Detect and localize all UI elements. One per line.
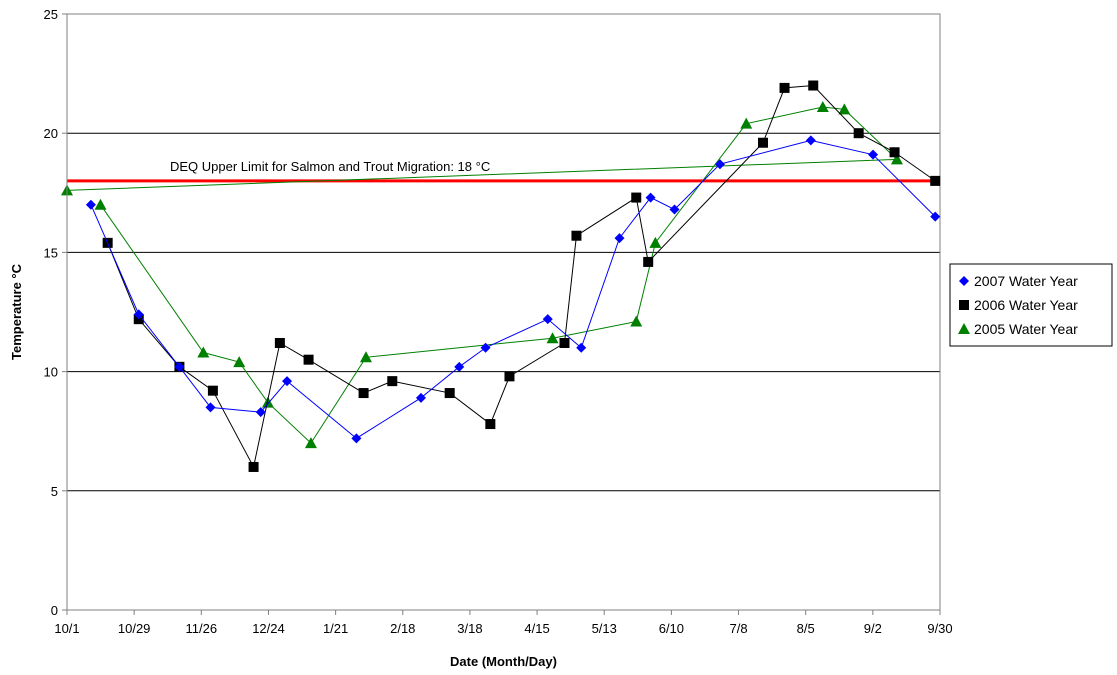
data-point bbox=[714, 159, 725, 170]
data-point bbox=[868, 149, 879, 160]
data-point bbox=[853, 128, 864, 139]
data-point bbox=[542, 314, 553, 325]
data-point bbox=[261, 396, 274, 408]
data-point bbox=[133, 309, 144, 320]
x-tick-label: 10/29 bbox=[118, 621, 151, 636]
data-point bbox=[571, 230, 582, 241]
data-point bbox=[890, 153, 903, 165]
data-point bbox=[415, 392, 426, 403]
data-point bbox=[197, 346, 210, 358]
data-point bbox=[174, 361, 185, 372]
reference-line-group: DEQ Upper Limit for Salmon and Trout Mig… bbox=[67, 159, 940, 183]
data-point bbox=[808, 80, 819, 91]
data-point bbox=[205, 402, 216, 413]
x-tick-label: 5/13 bbox=[592, 621, 617, 636]
data-point bbox=[282, 376, 293, 387]
data-point bbox=[740, 117, 753, 129]
legend: 2007 Water Year 2006 Water Year 2005 Water… bbox=[949, 263, 1113, 347]
x-axis-title: Date (Month/Day) bbox=[450, 654, 557, 669]
legend-marker bbox=[958, 323, 970, 334]
data-point bbox=[444, 388, 455, 399]
x-tick-label: 3/18 bbox=[457, 621, 482, 636]
legend-box bbox=[949, 263, 1113, 347]
series-2005-water-year bbox=[61, 100, 903, 449]
x-tick-label: 10/1 bbox=[54, 621, 79, 636]
data-point bbox=[304, 437, 317, 449]
data-point bbox=[387, 376, 398, 387]
x-tick-label: 12/24 bbox=[252, 621, 285, 636]
y-axis-title: Temperature °C bbox=[9, 263, 24, 360]
data-point bbox=[351, 433, 362, 444]
x-tick-label: 8/5 bbox=[797, 621, 815, 636]
x-tick-label: 7/8 bbox=[729, 621, 747, 636]
data-point bbox=[233, 356, 246, 368]
data-point bbox=[631, 192, 642, 203]
x-tick-label: 11/26 bbox=[186, 621, 218, 636]
legend-entry-label: 2007 Water Year bbox=[974, 273, 1078, 289]
data-point bbox=[358, 388, 369, 399]
data-point bbox=[838, 103, 851, 115]
legend-entry-label: 2005 Water Year bbox=[974, 321, 1078, 337]
series-line bbox=[66, 106, 899, 444]
data-point bbox=[889, 147, 900, 158]
x-tick-label: 2/18 bbox=[390, 621, 415, 636]
legend-marker bbox=[959, 300, 969, 310]
data-point bbox=[614, 233, 625, 244]
gridlines bbox=[67, 132, 940, 492]
x-tick-label: 9/30 bbox=[927, 621, 952, 636]
data-point bbox=[504, 371, 515, 382]
data-point bbox=[645, 192, 656, 203]
reference-line-label: DEQ Upper Limit for Salmon and Trout Mig… bbox=[170, 159, 490, 174]
plot-area-frame bbox=[66, 13, 941, 611]
series-line bbox=[107, 85, 936, 469]
data-point bbox=[630, 315, 643, 327]
data-point bbox=[359, 351, 372, 363]
data-point bbox=[559, 337, 570, 348]
data-point bbox=[930, 211, 941, 222]
data-point bbox=[546, 332, 559, 344]
data-point bbox=[480, 342, 491, 353]
y-tick-label: 15 bbox=[44, 245, 58, 260]
data-point bbox=[816, 100, 829, 112]
legend-entry-label: 2006 Water Year bbox=[974, 297, 1078, 313]
data-point bbox=[758, 137, 769, 148]
y-tick-label: 10 bbox=[44, 365, 58, 380]
data-point bbox=[805, 135, 816, 146]
data-point bbox=[930, 175, 941, 186]
y-tick-label: 25 bbox=[44, 7, 58, 22]
data-point bbox=[649, 236, 662, 248]
y-tick-label: 5 bbox=[51, 484, 58, 499]
data-point bbox=[85, 199, 96, 210]
y-axis-ticks: 0 5 10 15 20 25 bbox=[44, 7, 68, 618]
legend-marker bbox=[959, 276, 969, 286]
x-axis-ticks: 10/1 10/29 11/26 12/24 1/21 2/18 3/18 4/15 5/13 6… bbox=[54, 609, 953, 636]
data-point bbox=[303, 354, 314, 365]
x-tick-label: 4/15 bbox=[524, 621, 549, 636]
data-point bbox=[779, 82, 790, 93]
data-point bbox=[485, 419, 496, 430]
data-point bbox=[669, 204, 680, 215]
data-point bbox=[454, 361, 465, 372]
x-tick-label: 9/2 bbox=[864, 621, 882, 636]
x-tick-label: 1/21 bbox=[323, 621, 348, 636]
data-point bbox=[576, 342, 587, 353]
y-tick-label: 20 bbox=[44, 126, 58, 141]
data-point bbox=[274, 337, 285, 348]
y-tick-label: 0 bbox=[51, 603, 58, 618]
data-point bbox=[207, 385, 218, 396]
series-2007-water-year bbox=[85, 135, 941, 444]
series-group bbox=[61, 80, 941, 472]
data-point bbox=[255, 407, 266, 418]
data-point bbox=[643, 256, 654, 267]
data-point bbox=[94, 198, 107, 210]
x-tick-label: 6/10 bbox=[659, 621, 684, 636]
data-point bbox=[248, 461, 259, 472]
